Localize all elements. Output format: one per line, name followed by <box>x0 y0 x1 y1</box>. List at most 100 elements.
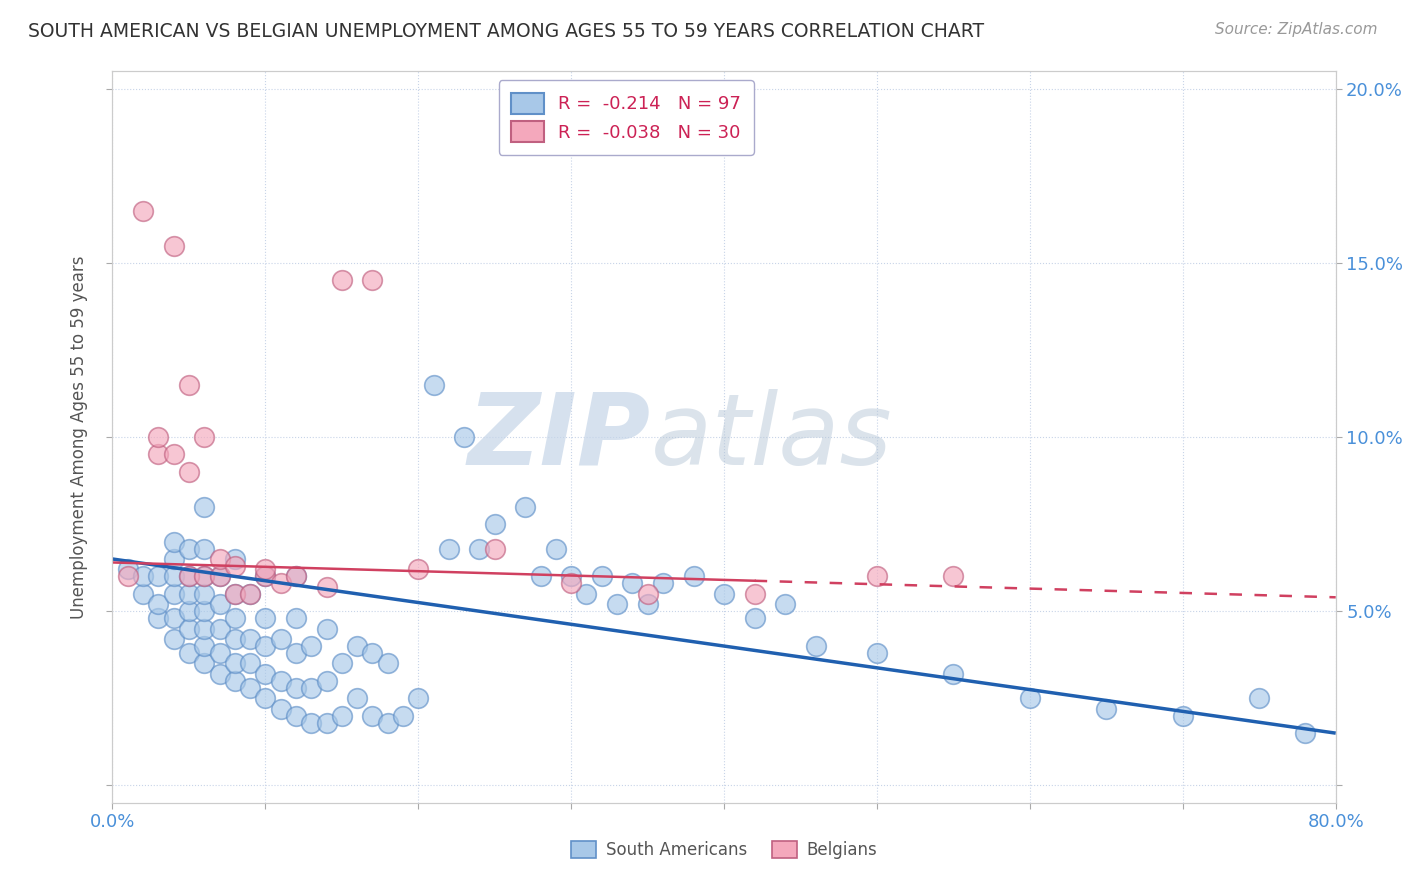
Point <box>652 576 675 591</box>
Point <box>346 639 368 653</box>
Point <box>208 622 231 636</box>
Point <box>392 708 415 723</box>
Point <box>239 681 262 695</box>
Point <box>591 569 613 583</box>
Point <box>193 587 215 601</box>
Point <box>453 430 475 444</box>
Point <box>193 639 215 653</box>
Point <box>163 534 186 549</box>
Point <box>346 691 368 706</box>
Point <box>942 667 965 681</box>
Point <box>132 569 155 583</box>
Point <box>208 569 231 583</box>
Point <box>224 611 246 625</box>
Point <box>177 377 200 392</box>
Point <box>148 430 170 444</box>
Point <box>361 273 384 287</box>
Point <box>148 597 170 611</box>
Point <box>239 587 262 601</box>
Point <box>177 541 200 556</box>
Point <box>239 657 262 671</box>
Point <box>148 569 170 583</box>
Point <box>193 430 215 444</box>
Legend: South Americans, Belgians: South Americans, Belgians <box>562 833 886 868</box>
Point <box>299 681 322 695</box>
Point <box>254 639 277 653</box>
Point <box>637 587 659 601</box>
Point <box>117 562 139 576</box>
Point <box>193 569 215 583</box>
Point <box>163 632 186 646</box>
Point <box>515 500 537 514</box>
Point <box>163 611 186 625</box>
Point <box>377 715 399 730</box>
Point <box>163 552 186 566</box>
Point <box>224 632 246 646</box>
Point <box>284 681 308 695</box>
Point <box>330 657 353 671</box>
Point <box>1171 708 1194 723</box>
Point <box>177 604 200 618</box>
Text: atlas: atlas <box>651 389 893 485</box>
Point <box>437 541 460 556</box>
Point <box>148 611 170 625</box>
Point <box>330 273 353 287</box>
Point <box>408 562 430 576</box>
Point <box>132 587 155 601</box>
Point <box>177 569 200 583</box>
Point <box>177 646 200 660</box>
Point <box>254 569 277 583</box>
Point <box>544 541 567 556</box>
Point <box>560 569 582 583</box>
Y-axis label: Unemployment Among Ages 55 to 59 years: Unemployment Among Ages 55 to 59 years <box>70 255 89 619</box>
Point <box>208 552 231 566</box>
Point <box>163 238 186 252</box>
Point <box>621 576 644 591</box>
Point <box>315 715 337 730</box>
Point <box>208 667 231 681</box>
Point <box>575 587 598 601</box>
Point <box>239 587 262 601</box>
Point <box>148 448 170 462</box>
Point <box>330 708 353 723</box>
Point <box>866 646 889 660</box>
Point <box>560 576 582 591</box>
Point <box>270 673 292 688</box>
Point <box>224 673 246 688</box>
Point <box>254 562 277 576</box>
Point <box>193 604 215 618</box>
Text: SOUTH AMERICAN VS BELGIAN UNEMPLOYMENT AMONG AGES 55 TO 59 YEARS CORRELATION CHA: SOUTH AMERICAN VS BELGIAN UNEMPLOYMENT A… <box>28 22 984 41</box>
Point <box>361 646 384 660</box>
Point <box>530 569 553 583</box>
Point <box>408 691 430 706</box>
Point <box>299 715 322 730</box>
Point <box>284 569 308 583</box>
Point <box>284 569 308 583</box>
Point <box>224 587 246 601</box>
Point <box>117 569 139 583</box>
Point <box>284 646 308 660</box>
Point <box>1294 726 1316 740</box>
Point <box>254 569 277 583</box>
Point <box>193 569 215 583</box>
Point <box>208 569 231 583</box>
Point <box>270 632 292 646</box>
Point <box>942 569 965 583</box>
Point <box>239 632 262 646</box>
Point <box>284 611 308 625</box>
Point <box>254 691 277 706</box>
Text: ZIP: ZIP <box>468 389 651 485</box>
Point <box>299 639 322 653</box>
Point <box>1018 691 1040 706</box>
Point <box>484 517 506 532</box>
Point <box>484 541 506 556</box>
Text: Source: ZipAtlas.com: Source: ZipAtlas.com <box>1215 22 1378 37</box>
Point <box>177 465 200 479</box>
Point <box>163 448 186 462</box>
Point <box>606 597 628 611</box>
Point <box>208 646 231 660</box>
Point <box>804 639 827 653</box>
Point <box>193 500 215 514</box>
Point <box>377 657 399 671</box>
Point <box>637 597 659 611</box>
